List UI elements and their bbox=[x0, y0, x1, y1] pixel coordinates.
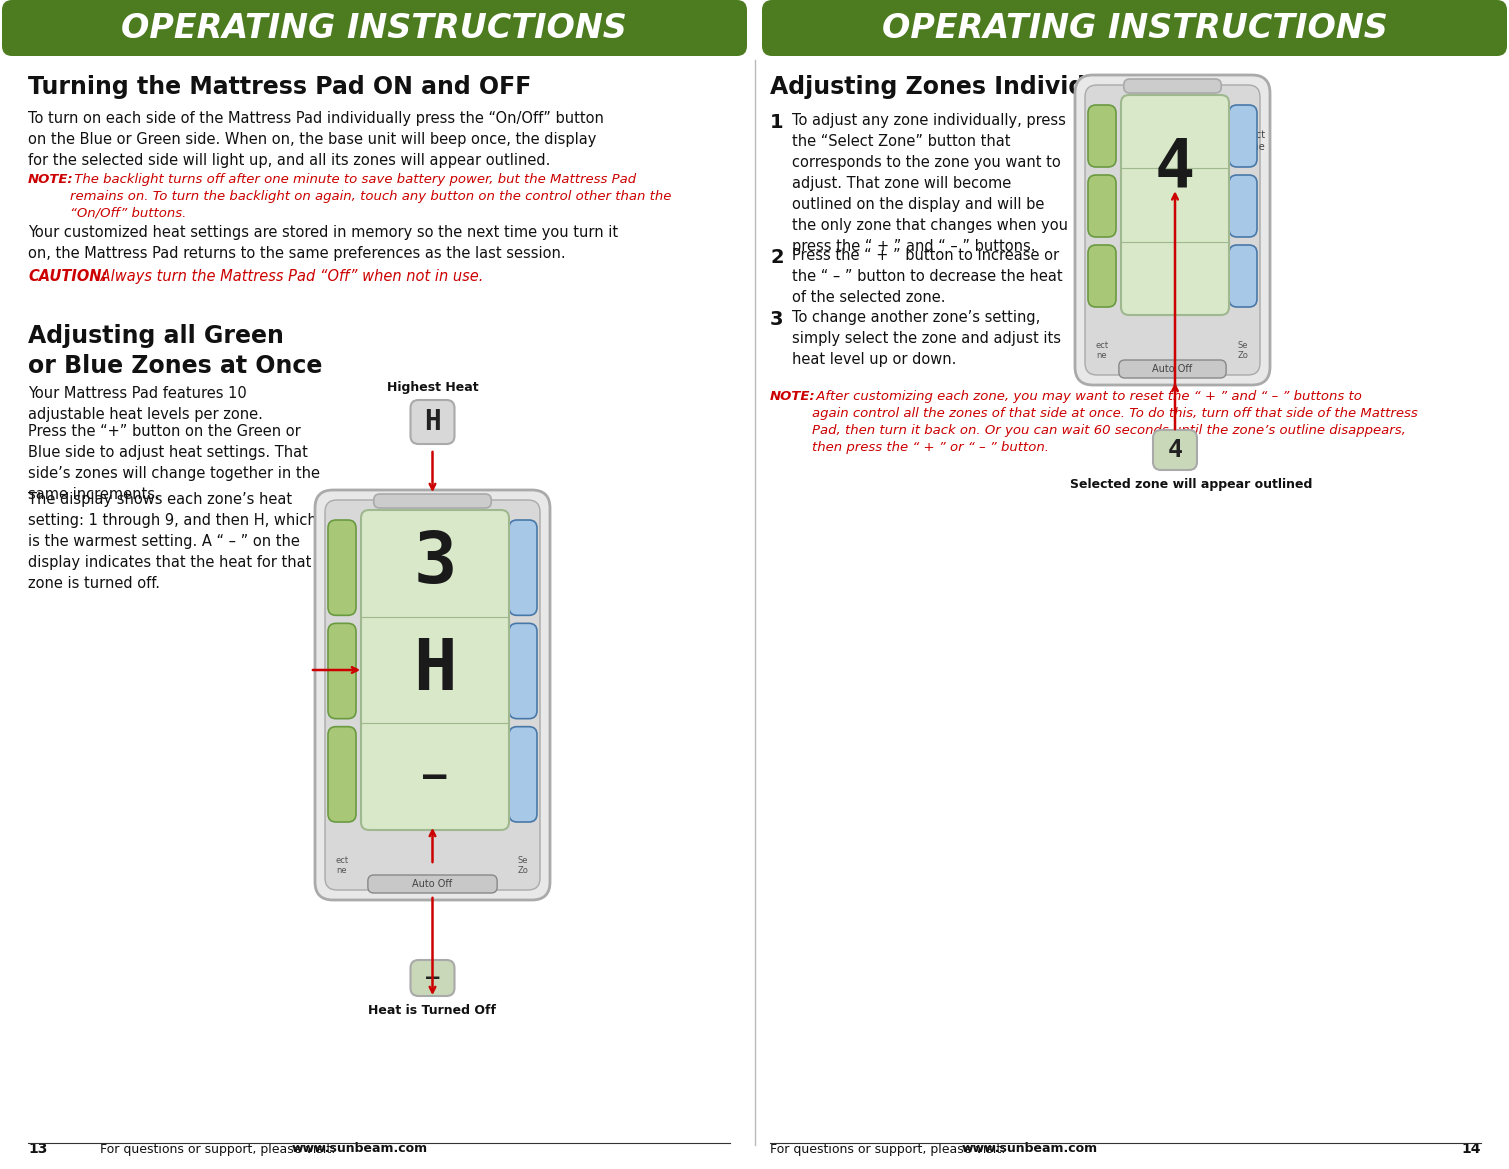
FancyBboxPatch shape bbox=[1088, 245, 1117, 307]
Text: OPERATING INSTRUCTIONS: OPERATING INSTRUCTIONS bbox=[121, 12, 626, 44]
Text: Selected zone will appear outlined: Selected zone will appear outlined bbox=[1070, 478, 1313, 491]
FancyBboxPatch shape bbox=[410, 960, 454, 996]
Text: 3: 3 bbox=[770, 310, 783, 328]
FancyBboxPatch shape bbox=[509, 520, 537, 615]
Text: Se
Zo: Se Zo bbox=[1237, 341, 1248, 360]
Text: Highest Heat: Highest Heat bbox=[386, 381, 478, 394]
Text: NOTE:: NOTE: bbox=[29, 173, 74, 186]
FancyBboxPatch shape bbox=[509, 727, 537, 822]
FancyBboxPatch shape bbox=[2, 0, 747, 56]
FancyBboxPatch shape bbox=[1121, 95, 1228, 314]
Text: For questions or support, please visit:: For questions or support, please visit: bbox=[770, 1142, 1010, 1155]
Text: Press the “ + ” button to increase or
the “ – ” button to decrease the heat
of t: Press the “ + ” button to increase or th… bbox=[792, 248, 1062, 305]
Text: Press the “+” button on the Green or
Blue side to adjust heat settings. That
sid: Press the “+” button on the Green or Blu… bbox=[29, 424, 320, 502]
FancyBboxPatch shape bbox=[1153, 430, 1197, 470]
Text: 4: 4 bbox=[1168, 438, 1183, 462]
Text: To change another zone’s setting,
simply select the zone and adjust its
heat lev: To change another zone’s setting, simply… bbox=[792, 310, 1061, 367]
Text: 3: 3 bbox=[413, 528, 457, 597]
Text: The display shows each zone’s heat
setting: 1 through 9, and then H, which
is th: The display shows each zone’s heat setti… bbox=[29, 492, 317, 592]
Text: H: H bbox=[424, 408, 441, 436]
Text: ect
ne: ect ne bbox=[1096, 341, 1109, 360]
Text: Turning the Mattress Pad ON and OFF: Turning the Mattress Pad ON and OFF bbox=[29, 75, 531, 99]
Text: 2: 2 bbox=[770, 248, 783, 267]
FancyBboxPatch shape bbox=[1085, 85, 1260, 375]
Text: –: – bbox=[424, 758, 447, 796]
Text: ect
ne: ect ne bbox=[335, 856, 349, 876]
Text: H: H bbox=[413, 636, 457, 705]
Text: www.sunbeam.com: www.sunbeam.com bbox=[293, 1142, 429, 1155]
FancyBboxPatch shape bbox=[1228, 105, 1257, 167]
Text: CAUTION:: CAUTION: bbox=[29, 269, 107, 284]
Text: Your customized heat settings are stored in memory so the next time you turn it
: Your customized heat settings are stored… bbox=[29, 224, 619, 261]
FancyBboxPatch shape bbox=[1228, 175, 1257, 237]
Text: Heat is Turned Off: Heat is Turned Off bbox=[368, 1004, 496, 1017]
Text: Se
Zo: Se Zo bbox=[518, 856, 528, 876]
Text: For questions or support, please visit:: For questions or support, please visit: bbox=[100, 1142, 340, 1155]
FancyBboxPatch shape bbox=[1118, 360, 1227, 378]
FancyBboxPatch shape bbox=[1074, 75, 1271, 385]
FancyBboxPatch shape bbox=[509, 623, 537, 719]
FancyBboxPatch shape bbox=[368, 876, 496, 893]
FancyBboxPatch shape bbox=[1124, 79, 1221, 94]
Text: Adjusting Zones Individually: Adjusting Zones Individually bbox=[770, 75, 1150, 99]
Text: –: – bbox=[426, 968, 439, 988]
FancyBboxPatch shape bbox=[324, 500, 540, 890]
Text: After customizing each zone, you may want to reset the “ + ” and “ – ” buttons t: After customizing each zone, you may wan… bbox=[812, 390, 1418, 454]
Text: Always turn the Mattress Pad “Off” when not in use.: Always turn the Mattress Pad “Off” when … bbox=[97, 269, 483, 284]
Text: 13: 13 bbox=[29, 1142, 47, 1156]
Text: NOTE:: NOTE: bbox=[770, 390, 816, 403]
Text: The backlight turns off after one minute to save battery power, but the Mattress: The backlight turns off after one minute… bbox=[69, 173, 672, 220]
Text: Select
Zone: Select Zone bbox=[1234, 130, 1265, 152]
FancyBboxPatch shape bbox=[327, 727, 356, 822]
FancyBboxPatch shape bbox=[327, 520, 356, 615]
FancyBboxPatch shape bbox=[410, 400, 454, 444]
FancyBboxPatch shape bbox=[327, 623, 356, 719]
Text: To adjust any zone individually, press
the “Select Zone” button that
corresponds: To adjust any zone individually, press t… bbox=[792, 113, 1068, 254]
FancyBboxPatch shape bbox=[1088, 175, 1117, 237]
Text: Adjusting all Green
or Blue Zones at Once: Adjusting all Green or Blue Zones at Onc… bbox=[29, 324, 323, 378]
FancyBboxPatch shape bbox=[361, 510, 509, 830]
Text: 14: 14 bbox=[1462, 1142, 1480, 1156]
Text: 4: 4 bbox=[1154, 136, 1195, 201]
FancyBboxPatch shape bbox=[1088, 105, 1117, 167]
Text: OPERATING INSTRUCTIONS: OPERATING INSTRUCTIONS bbox=[883, 12, 1388, 44]
Text: Auto Off: Auto Off bbox=[412, 879, 453, 888]
Text: Auto Off: Auto Off bbox=[1153, 364, 1192, 374]
FancyBboxPatch shape bbox=[315, 490, 549, 900]
FancyBboxPatch shape bbox=[762, 0, 1507, 56]
Text: To turn on each side of the Mattress Pad individually press the “On/Off” button
: To turn on each side of the Mattress Pad… bbox=[29, 111, 604, 168]
FancyBboxPatch shape bbox=[1228, 245, 1257, 307]
Text: www.sunbeam.com: www.sunbeam.com bbox=[963, 1142, 1099, 1155]
Text: Your Mattress Pad features 10
adjustable heat levels per zone.: Your Mattress Pad features 10 adjustable… bbox=[29, 386, 263, 422]
FancyBboxPatch shape bbox=[374, 494, 492, 509]
Text: 1: 1 bbox=[770, 113, 783, 132]
